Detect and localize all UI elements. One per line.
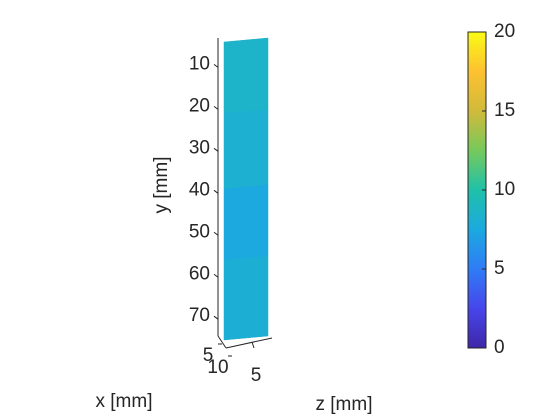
y-tick-label: 10 [189, 53, 210, 74]
y-tick-label: 50 [189, 221, 210, 242]
y-tick [213, 315, 219, 320]
surface-patch [223, 37, 269, 114]
colorbar-tick-label: 10 [494, 179, 515, 200]
z-tick-label: 5 [251, 365, 262, 386]
surface-patch [223, 109, 269, 190]
y-tick [213, 105, 219, 110]
surface-patch [223, 255, 269, 341]
y-tick-label: 20 [189, 95, 210, 116]
x-axis-label: x [mm] [96, 391, 153, 412]
x-tick-label: 10 [207, 357, 228, 378]
y-tick [213, 147, 219, 152]
y-tick-label: 60 [189, 263, 210, 284]
z-tick [251, 341, 255, 349]
y-tick-label: 70 [189, 305, 210, 326]
y-tick [213, 189, 219, 194]
y-axis-label: y [mm] [151, 157, 172, 214]
colorbar-tick-label: 0 [494, 337, 505, 358]
colorbar-tick-label: 20 [494, 21, 515, 42]
y-tick-label: 40 [189, 179, 210, 200]
x-tick-label: 5 [203, 345, 214, 366]
y-tick-label: 30 [189, 137, 210, 158]
z-axis-line [225, 337, 273, 349]
colorbar-tick-label: 15 [494, 100, 515, 121]
x-axis-line [217, 335, 227, 349]
y-tick [213, 63, 219, 68]
colorbar-tick-label: 5 [494, 258, 505, 279]
y-tick [213, 231, 219, 236]
z-axis-label: z [mm] [316, 394, 373, 415]
y-tick [213, 273, 219, 278]
surface-patch [223, 184, 269, 261]
